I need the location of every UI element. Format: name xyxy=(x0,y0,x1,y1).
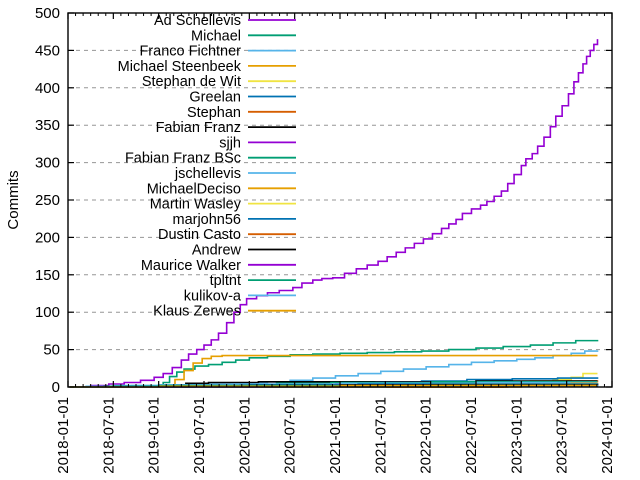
x-tick-label: 2022-07-01 xyxy=(463,397,480,474)
series-line xyxy=(69,39,599,388)
legend-label: Martin Wasley xyxy=(150,197,242,213)
legend-label: Franco Fichtner xyxy=(139,44,241,60)
y-tick-label: 400 xyxy=(35,80,60,97)
y-tick-label: 450 xyxy=(35,42,60,59)
x-tick-label: 2018-07-01 xyxy=(100,397,117,474)
legend-label: Dustin Casto xyxy=(158,227,241,243)
legend-label: Fabian Franz xyxy=(156,120,241,136)
x-tick-label: 2021-01-01 xyxy=(327,397,344,474)
y-tick-label: 50 xyxy=(43,342,60,359)
x-tick-label: 2024-01-01 xyxy=(599,397,616,474)
x-tick-label: 2019-01-01 xyxy=(146,397,163,474)
x-tick-label: 2018-01-01 xyxy=(55,397,72,474)
legend-label: Michael Steenbeek xyxy=(118,59,242,75)
y-tick-label: 0 xyxy=(52,379,60,396)
legend-label: MichaelDeciso xyxy=(147,181,241,197)
legend-label: Andrew xyxy=(192,243,242,259)
y-tick-label: 200 xyxy=(35,229,60,246)
y-tick-label: 300 xyxy=(35,155,60,172)
legend-label: Michael xyxy=(191,28,241,44)
y-axis-label: Commits xyxy=(5,170,22,229)
legend-label: Stephan de Wit xyxy=(142,74,241,90)
y-tick-label: 150 xyxy=(35,267,60,284)
legend-label: sjjh xyxy=(219,135,241,151)
legend-label: Greelan xyxy=(189,90,241,106)
x-tick-label: 2020-07-01 xyxy=(282,397,299,474)
x-tick-label: 2023-01-01 xyxy=(508,397,525,474)
series-lines xyxy=(69,39,599,388)
legend-label: jschellevis xyxy=(174,166,241,182)
legend-label: tpltnt xyxy=(210,273,241,289)
grid-lines xyxy=(68,49,612,351)
legend-label: kulikov-a xyxy=(184,288,242,304)
legend-label: Fabian Franz BSc xyxy=(125,151,241,167)
x-tick-label: 2023-07-01 xyxy=(554,397,571,474)
x-axis-ticks: 2018-01-01 2018-07-01 2019-01-01 2019-07-01… xyxy=(55,13,616,474)
y-tick-label: 250 xyxy=(35,192,60,209)
legend-label: Maurice Walker xyxy=(141,258,241,274)
x-tick-label: 2019-07-01 xyxy=(191,397,208,474)
legend-label: Klaus Zerwes xyxy=(153,304,241,320)
y-tick-label: 100 xyxy=(35,304,60,321)
x-tick-label: 2022-01-01 xyxy=(418,397,435,474)
x-tick-label: 2020-01-01 xyxy=(236,397,253,474)
y-tick-label: 350 xyxy=(35,117,60,134)
legend-label: marjohn56 xyxy=(172,212,241,228)
x-tick-label: 2021-07-01 xyxy=(372,397,389,474)
y-axis-ticks: 0 50 100 150 200 250 300 350 400 450 500 xyxy=(35,5,612,396)
y-tick-label: 500 xyxy=(35,5,60,22)
y-axis-title: Commits xyxy=(5,170,22,229)
legend-label: Ad Schellevis xyxy=(154,13,241,29)
legend-label: Stephan xyxy=(187,105,241,121)
